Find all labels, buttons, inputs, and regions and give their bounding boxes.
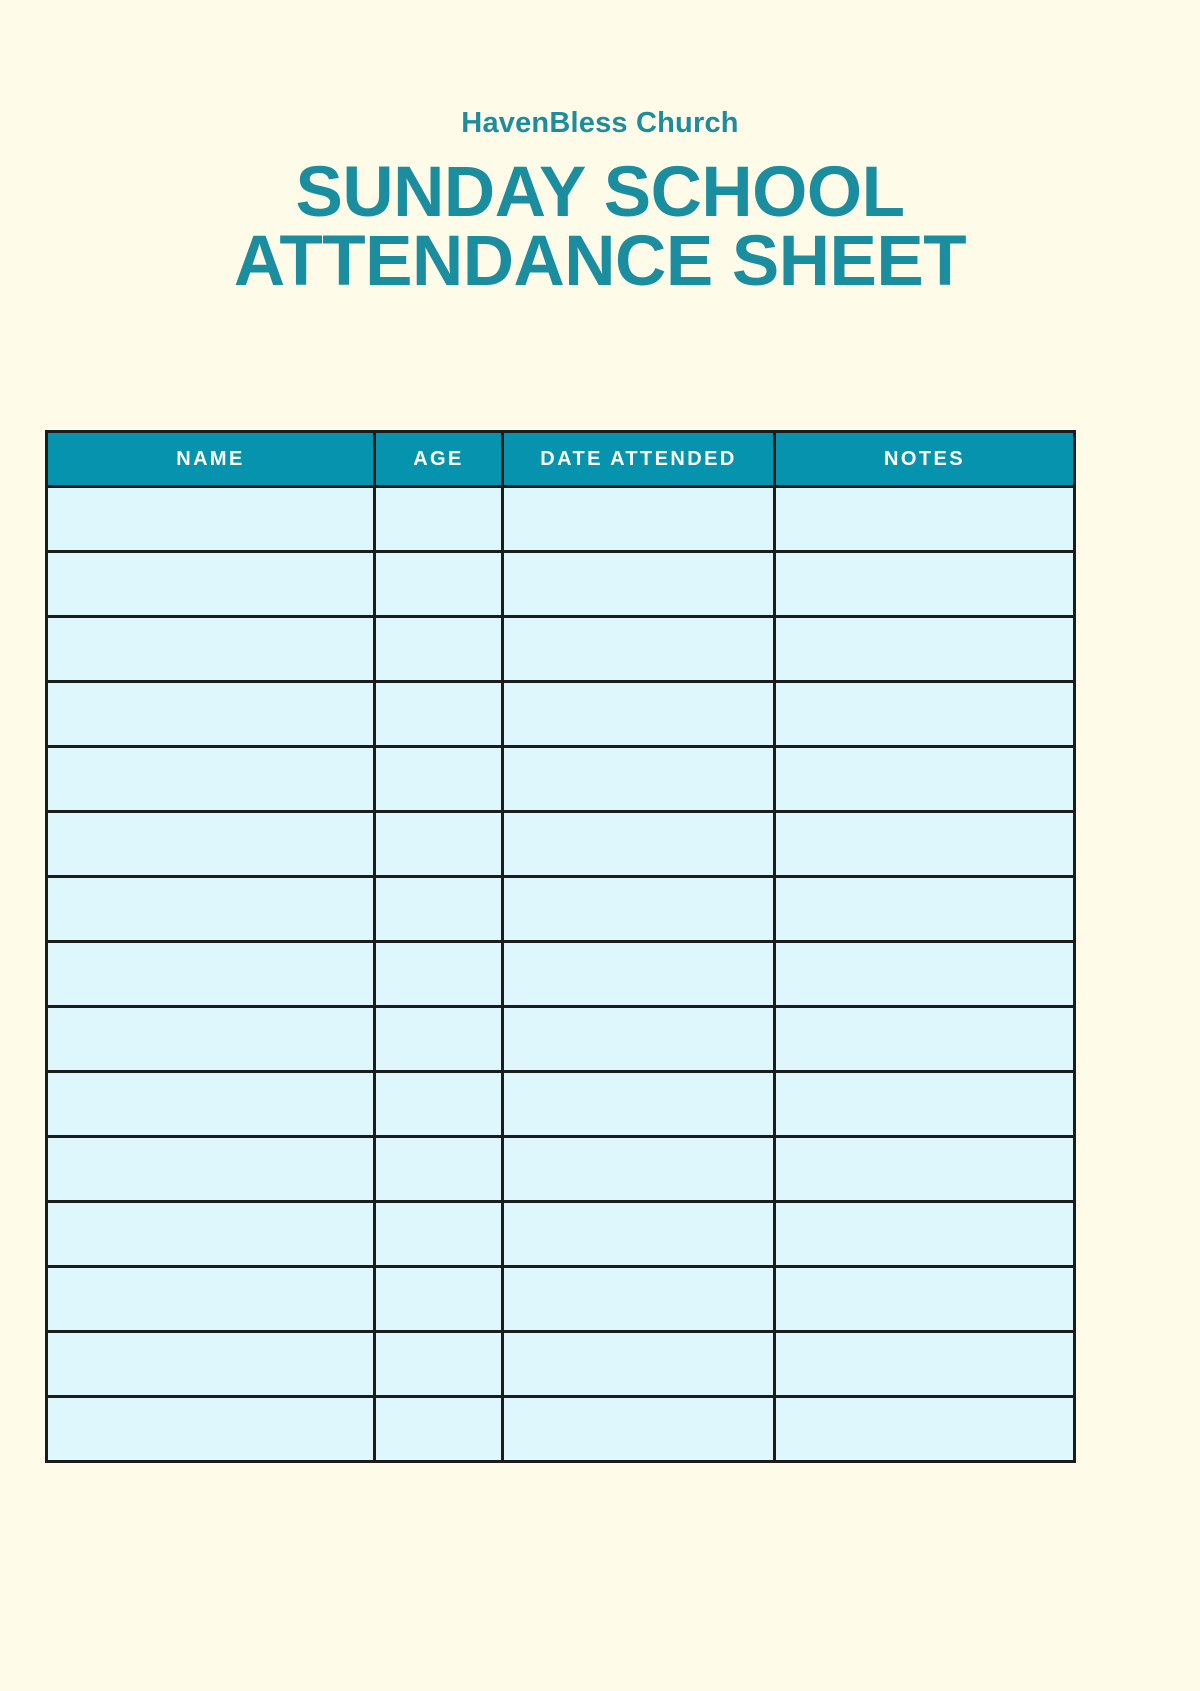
cell-age[interactable] [373, 1330, 504, 1398]
cell-age[interactable] [373, 1265, 504, 1333]
cell-date-attended[interactable] [501, 1265, 776, 1333]
cell-name[interactable] [45, 1330, 376, 1398]
table-row [45, 1330, 1076, 1398]
cell-age[interactable] [373, 875, 504, 943]
table-row [45, 615, 1076, 683]
cell-age[interactable] [373, 1395, 504, 1463]
table-row [45, 1005, 1076, 1073]
attendance-table: NAME AGE DATE ATTENDED NOTES [45, 430, 1076, 1463]
table-row [45, 550, 1076, 618]
cell-name[interactable] [45, 875, 376, 943]
sheet-header: HavenBless Church SUNDAY SCHOOL ATTENDAN… [0, 0, 1200, 297]
cell-age[interactable] [373, 680, 504, 748]
cell-age[interactable] [373, 615, 504, 683]
cell-notes[interactable] [773, 1330, 1076, 1398]
cell-notes[interactable] [773, 680, 1076, 748]
cell-name[interactable] [45, 1005, 376, 1073]
cell-name[interactable] [45, 1135, 376, 1203]
attendance-table-container: NAME AGE DATE ATTENDED NOTES [45, 430, 1076, 1463]
cell-date-attended[interactable] [501, 485, 776, 553]
cell-age[interactable] [373, 940, 504, 1008]
cell-name[interactable] [45, 940, 376, 1008]
cell-notes[interactable] [773, 1135, 1076, 1203]
cell-notes[interactable] [773, 1395, 1076, 1463]
cell-notes[interactable] [773, 615, 1076, 683]
cell-notes[interactable] [773, 485, 1076, 553]
page-title-line-1: SUNDAY SCHOOL [295, 152, 905, 232]
cell-date-attended[interactable] [501, 1200, 776, 1268]
table-row [45, 875, 1076, 943]
cell-notes[interactable] [773, 1265, 1076, 1333]
cell-name[interactable] [45, 1395, 376, 1463]
cell-date-attended[interactable] [501, 550, 776, 618]
cell-notes[interactable] [773, 745, 1076, 813]
cell-name[interactable] [45, 1265, 376, 1333]
cell-notes[interactable] [773, 1005, 1076, 1073]
cell-date-attended[interactable] [501, 615, 776, 683]
table-row [45, 680, 1076, 748]
table-row [45, 1395, 1076, 1463]
table-body [45, 485, 1076, 1463]
table-row [45, 1135, 1076, 1203]
cell-notes[interactable] [773, 875, 1076, 943]
cell-notes[interactable] [773, 1070, 1076, 1138]
cell-name[interactable] [45, 485, 376, 553]
cell-age[interactable] [373, 1005, 504, 1073]
cell-notes[interactable] [773, 810, 1076, 878]
cell-name[interactable] [45, 1070, 376, 1138]
cell-date-attended[interactable] [501, 680, 776, 748]
cell-date-attended[interactable] [501, 1330, 776, 1398]
table-row [45, 485, 1076, 553]
cell-age[interactable] [373, 485, 504, 553]
column-header-age: AGE [373, 430, 504, 488]
cell-name[interactable] [45, 745, 376, 813]
table-header-row: NAME AGE DATE ATTENDED NOTES [45, 430, 1076, 488]
cell-age[interactable] [373, 745, 504, 813]
cell-date-attended[interactable] [501, 875, 776, 943]
cell-name[interactable] [45, 1200, 376, 1268]
cell-date-attended[interactable] [501, 810, 776, 878]
cell-notes[interactable] [773, 1200, 1076, 1268]
cell-name[interactable] [45, 615, 376, 683]
table-row [45, 1200, 1076, 1268]
cell-date-attended[interactable] [501, 1005, 776, 1073]
cell-name[interactable] [45, 550, 376, 618]
column-header-date-attended: DATE ATTENDED [501, 430, 776, 488]
table-row [45, 810, 1076, 878]
cell-date-attended[interactable] [501, 1135, 776, 1203]
table-row [45, 1265, 1076, 1333]
cell-age[interactable] [373, 550, 504, 618]
cell-name[interactable] [45, 680, 376, 748]
cell-notes[interactable] [773, 940, 1076, 1008]
cell-name[interactable] [45, 810, 376, 878]
table-row [45, 1070, 1076, 1138]
cell-date-attended[interactable] [501, 745, 776, 813]
table-row [45, 745, 1076, 813]
page-title-line-2: ATTENDANCE SHEET [233, 222, 967, 302]
cell-age[interactable] [373, 1135, 504, 1203]
page-title: SUNDAY SCHOOL ATTENDANCE SHEET [0, 152, 1200, 302]
cell-age[interactable] [373, 810, 504, 878]
cell-date-attended[interactable] [501, 1070, 776, 1138]
organization-name: HavenBless Church [461, 107, 739, 139]
column-header-name: NAME [45, 430, 376, 488]
cell-date-attended[interactable] [501, 940, 776, 1008]
cell-age[interactable] [373, 1070, 504, 1138]
table-row [45, 940, 1076, 1008]
cell-date-attended[interactable] [501, 1395, 776, 1463]
cell-age[interactable] [373, 1200, 504, 1268]
table-header: NAME AGE DATE ATTENDED NOTES [45, 430, 1076, 488]
cell-notes[interactable] [773, 550, 1076, 618]
column-header-notes: NOTES [773, 430, 1076, 488]
